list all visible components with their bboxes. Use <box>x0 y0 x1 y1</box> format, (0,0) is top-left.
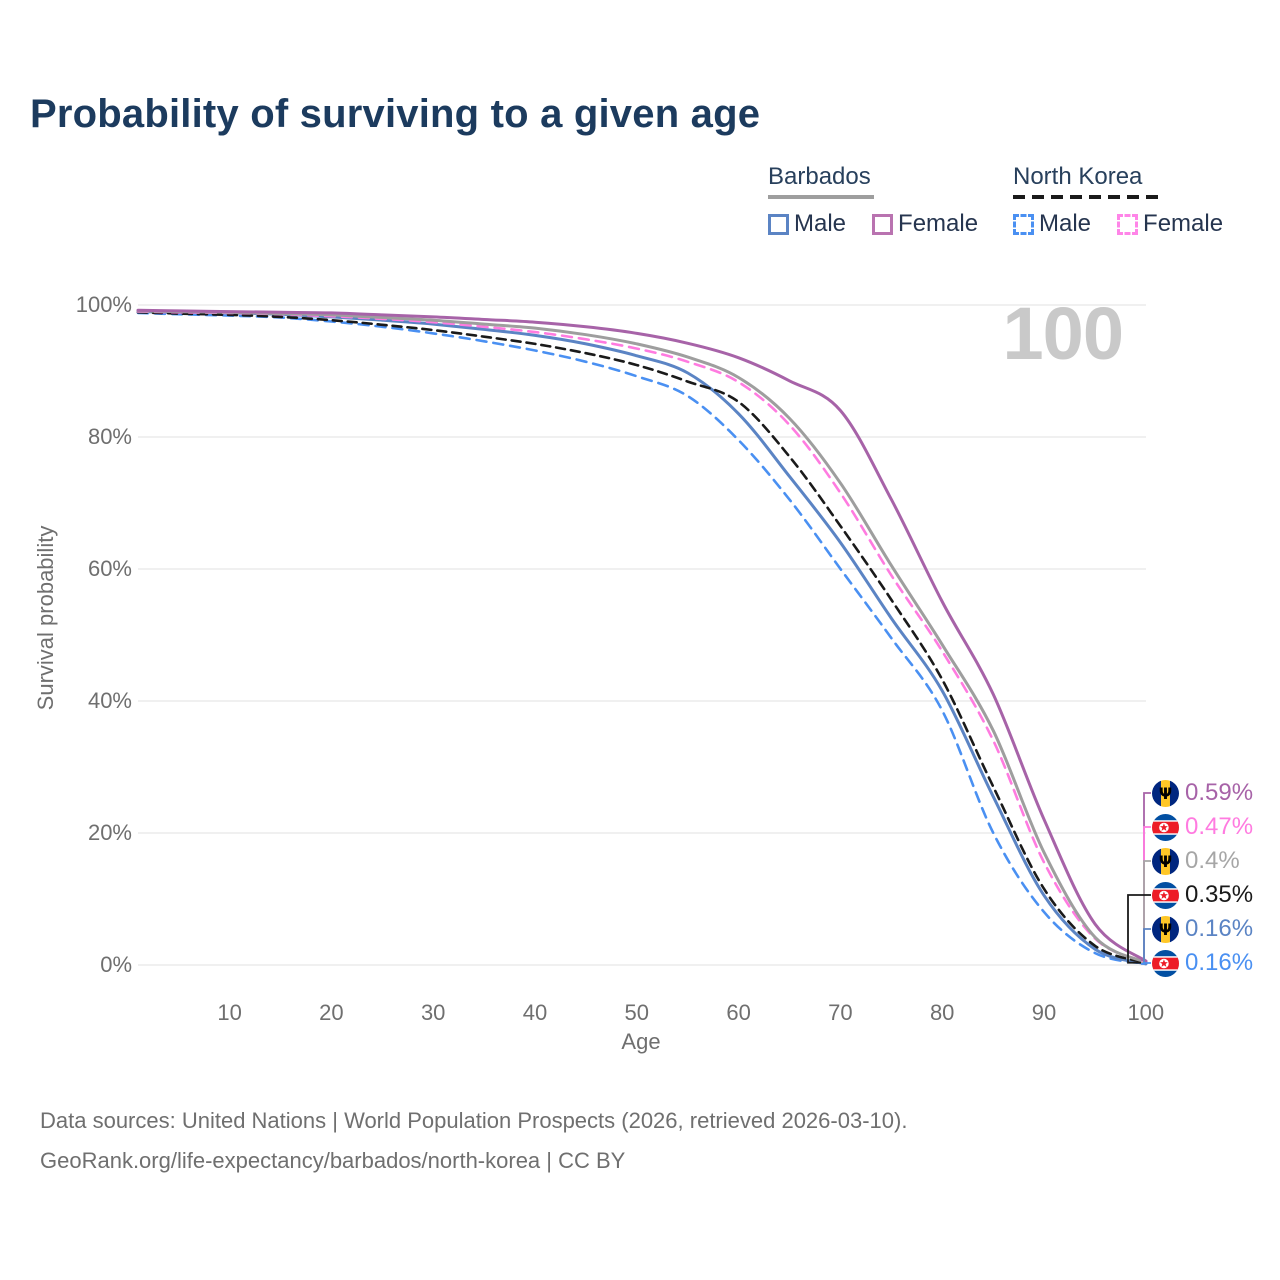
y-tick-80: 80% <box>87 424 132 449</box>
curve-barbados-female[interactable] <box>136 308 1148 963</box>
data-sources-line: Data sources: United Nations | World Pop… <box>40 1108 908 1133</box>
checkbox-barbados-male[interactable] <box>768 213 789 235</box>
end-label-north-korea-male: 0.16% <box>1152 946 1253 980</box>
curve-barbados[interactable] <box>136 309 1148 964</box>
end-value: 0.59% <box>1185 779 1254 806</box>
y-tick-60: 60% <box>87 556 132 581</box>
x-tick-40: 40 <box>522 1000 548 1025</box>
page-title: Probability of surviving to a given age <box>30 92 761 136</box>
x-tick-20: 20 <box>319 1000 344 1025</box>
legend-group-title-barbados: Barbados <box>768 163 871 190</box>
legend-item-label: Male <box>1039 210 1092 237</box>
end-label-barbados-male: 0.16% <box>1152 912 1253 946</box>
leader-line-barbados-female <box>1141 792 1151 962</box>
legend-group-north-korea: North Korea Male Female <box>1013 163 1223 238</box>
legend-item-barbados-female[interactable]: Female <box>872 210 978 238</box>
legend-item-north-korea-male[interactable]: Male <box>1013 210 1091 238</box>
legend-item-barbados-male[interactable]: Male <box>768 210 846 238</box>
leader-line-north-korea-male <box>1141 962 1151 965</box>
curve-north-korea[interactable] <box>136 311 1148 964</box>
x-tick-70: 70 <box>828 1000 853 1025</box>
end-value: 0.47% <box>1185 813 1254 840</box>
curve-barbados-male[interactable] <box>136 310 1148 966</box>
legend-line-sample-north-korea <box>1013 195 1163 199</box>
age-counter-watermark: 100 <box>1002 292 1124 375</box>
x-tick-80: 80 <box>929 1000 955 1025</box>
curve-north-korea-male[interactable] <box>136 311 1148 966</box>
y-tick-20: 20% <box>87 820 132 845</box>
north-korea-flag-icon <box>1152 882 1179 909</box>
x-axis-label: Age <box>621 1029 661 1054</box>
checkbox-north-korea-female[interactable] <box>1117 213 1139 235</box>
north-korea-flag-icon <box>1152 950 1179 977</box>
legend-item-label: Male <box>794 210 847 237</box>
checkbox-north-korea-male[interactable] <box>1013 213 1034 235</box>
x-tick-60: 60 <box>726 1000 751 1025</box>
x-tick-10: 10 <box>217 1000 242 1025</box>
barbados-flag-icon <box>1152 916 1179 943</box>
y-tick-0: 0% <box>100 952 132 977</box>
x-tick-100: 100 <box>1127 1000 1165 1025</box>
end-value: 0.4% <box>1185 847 1240 874</box>
x-tick-90: 90 <box>1031 1000 1057 1025</box>
leader-line-barbados <box>1141 860 1151 964</box>
curve-north-korea-female[interactable] <box>136 310 1148 964</box>
y-tick-40: 40% <box>87 688 132 713</box>
legend-line-sample-barbados <box>768 195 874 199</box>
leader-line-north-korea <box>1127 894 1151 964</box>
north-korea-flag-icon <box>1152 814 1179 841</box>
barbados-flag-icon <box>1152 780 1179 807</box>
end-value: 0.16% <box>1185 949 1254 976</box>
end-label-barbados-total: 0.4% <box>1152 844 1240 878</box>
y-tick-100: 100% <box>75 292 132 317</box>
y-axis-label: Survival probability <box>33 525 58 711</box>
legend-group-barbados: Barbados Male Female <box>768 163 978 238</box>
checkbox-barbados-female[interactable] <box>872 213 894 235</box>
end-label-barbados-female: 0.59% <box>1152 776 1253 810</box>
legend-item-north-korea-female[interactable]: Female <box>1117 210 1223 238</box>
legend-group-title-north-korea: North Korea <box>1013 163 1143 190</box>
end-value: 0.16% <box>1185 915 1254 942</box>
barbados-flag-icon <box>1152 848 1179 875</box>
legend-item-label: Female <box>898 210 979 237</box>
legend-item-label: Female <box>1143 210 1224 237</box>
end-label-north-korea-total: 0.35% <box>1152 878 1253 912</box>
end-label-north-korea-female: 0.47% <box>1152 810 1253 844</box>
end-value: 0.35% <box>1185 881 1254 908</box>
attribution-link-line: GeoRank.org/life-expectancy/barbados/nor… <box>40 1148 626 1173</box>
x-tick-50: 50 <box>624 1000 650 1025</box>
x-tick-30: 30 <box>420 1000 446 1025</box>
